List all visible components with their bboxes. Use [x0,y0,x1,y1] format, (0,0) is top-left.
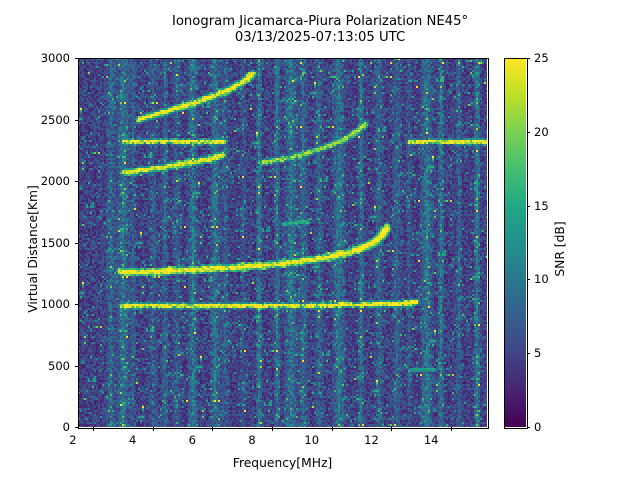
colorbar-gradient [504,58,526,427]
x-tick-label: 4 [128,433,137,447]
x-tick-label: 2 [69,433,77,447]
x-tick-label: 10 [304,433,320,447]
x-tick-mark [212,427,214,431]
y-tick-mark [74,427,78,428]
y-tick-mark [74,304,78,305]
x-tick-label: 14 [423,433,439,447]
x-tick-mark [391,427,393,431]
colorbar-tick-label: 10 [534,272,549,287]
y-tick-mark [74,58,78,59]
colorbar-tick-label: 0 [534,420,542,434]
colorbar-tick-mark [526,131,530,133]
y-tick-label: 2000 [40,174,70,188]
x-tick-label: 6 [188,433,196,447]
colorbar-label: SNR [dB] [553,221,567,277]
ionogram-heatmap [78,58,487,427]
x-tick-mark [451,427,453,431]
y-tick-mark [74,119,78,121]
x-tick-mark [92,427,94,431]
y-tick-mark [74,365,78,367]
colorbar-tick-mark [526,205,530,207]
y-tick-label: 3000 [40,51,70,65]
colorbar-tick-mark [526,58,530,59]
chart-title-line1: Ionogram Jicamarca-Piura Polarization NE… [171,14,469,29]
y-tick-label: 0 [62,420,70,434]
colorbar-tick-mark [526,279,530,281]
x-tick-mark [152,427,154,431]
colorbar-tick-label: 15 [534,198,549,213]
colorbar-tick-mark [526,427,530,428]
y-tick-mark [74,181,78,182]
y-tick-mark [74,242,78,244]
x-axis-label: Frequency[MHz] [232,456,333,470]
x-tick-mark [272,427,274,431]
y-tick-label: 1000 [40,297,70,311]
colorbar-tick-mark [526,353,530,355]
x-tick-label: 12 [364,433,379,447]
chart-title-line2: 03/13/2025-07:13:05 UTC [234,30,406,45]
x-tick-label: 8 [248,433,256,447]
colorbar-tick-label: 5 [534,346,542,361]
colorbar-tick-label: 25 [534,51,549,65]
y-tick-label: 500 [48,358,70,373]
x-tick-mark [331,427,333,431]
y-tick-label: 1500 [40,235,70,250]
colorbar-tick-label: 20 [534,124,549,139]
y-tick-label: 2500 [40,112,70,127]
